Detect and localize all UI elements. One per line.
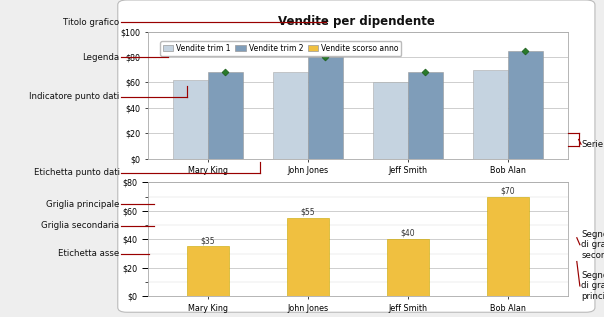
Text: $40: $40 <box>400 229 415 238</box>
Text: Griglia principale: Griglia principale <box>47 200 120 209</box>
Bar <box>273 72 308 158</box>
Bar <box>173 80 208 158</box>
Text: Segno
di graduazione
principale: Segno di graduazione principale <box>581 271 604 301</box>
Text: Serie: Serie <box>581 140 603 149</box>
Bar <box>208 72 243 158</box>
Bar <box>487 197 528 296</box>
Text: Titolo grafico: Titolo grafico <box>63 18 120 27</box>
Bar <box>287 218 329 296</box>
Text: $55: $55 <box>301 208 315 217</box>
Text: $35: $35 <box>201 236 215 245</box>
Text: Etichetta punto dati: Etichetta punto dati <box>34 168 120 177</box>
Bar <box>308 57 343 158</box>
Text: Indicatore punto dati: Indicatore punto dati <box>30 92 120 101</box>
Bar <box>187 247 229 296</box>
Legend: Vendite trim 1, Vendite trim 2, Vendite scorso anno: Vendite trim 1, Vendite trim 2, Vendite … <box>160 41 401 55</box>
Text: Vendite per dipendente: Vendite per dipendente <box>278 15 435 28</box>
Text: Legenda: Legenda <box>83 53 120 61</box>
Text: Etichetta asse: Etichetta asse <box>59 249 120 258</box>
Bar <box>473 70 508 158</box>
Bar <box>373 82 408 158</box>
Bar <box>408 72 443 158</box>
Text: $70: $70 <box>501 186 515 195</box>
Text: Segno
di graduazione
secondario: Segno di graduazione secondario <box>581 230 604 260</box>
Text: Griglia secondaria: Griglia secondaria <box>42 221 120 230</box>
Bar <box>508 51 543 158</box>
Bar <box>387 239 429 296</box>
